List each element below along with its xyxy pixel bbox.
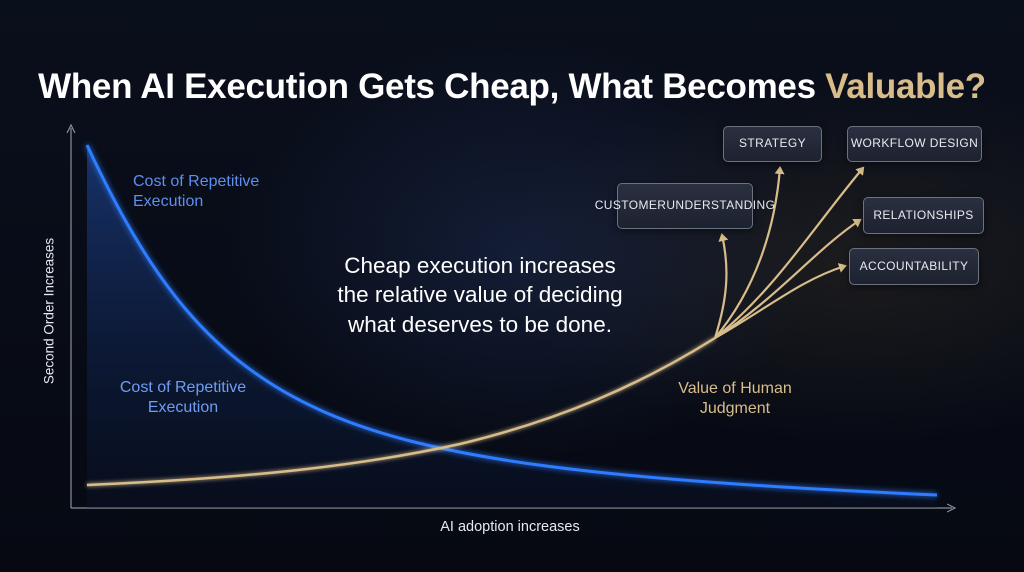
outcome-box-relationships: RELATIONSHIPS <box>863 197 984 234</box>
center-statement: Cheap execution increases the relative v… <box>280 251 680 339</box>
value-curve-label-line2: Judgment <box>699 399 771 417</box>
y-axis-label: Second Order Increases <box>41 237 57 385</box>
outcome-box-customer-understanding: CUSTOMER UNDERSTANDING <box>595 183 775 229</box>
cost-curve-label-bottom: Cost of Repetitive Execution <box>108 378 258 417</box>
cost-curve-area <box>87 145 937 508</box>
outcome-box-strategy: STRATEGY <box>723 126 822 162</box>
cost-curve <box>85 144 938 497</box>
cost-curve-label-bottom-line1: Cost of Repetitive <box>119 379 247 396</box>
title-accent-word: Valuable? <box>825 67 986 107</box>
cost-curve-label-top: Cost of Repetitive Execution <box>133 172 259 211</box>
branch-arrow-relationships <box>714 218 862 339</box>
value-curve-label-line1: Value of Human <box>678 380 792 397</box>
center-statement-line3: what deserves to be done. <box>348 311 612 337</box>
slide-title: When AI Execution Gets Cheap, What Becom… <box>0 67 1024 107</box>
customer-line1: CUSTOMER <box>594 198 667 213</box>
cost-curve-label-top-line1: Cost of Repetitive <box>133 173 260 190</box>
customer-line2: UNDERSTANDING <box>666 198 776 213</box>
x-axis-label: AI adoption increases <box>440 519 580 535</box>
value-curve <box>86 336 716 487</box>
value-curve-label: Value of Human Judgment <box>660 379 810 418</box>
branch-arrow-workflow <box>714 166 865 339</box>
branch-arrow-strategy <box>714 166 785 339</box>
title-prefix: When AI Execution Gets Cheap, What Becom… <box>38 67 826 107</box>
cost-curve-label-top-line2: Execution <box>133 192 204 210</box>
branch-arrow-customer <box>713 233 729 339</box>
outcome-box-workflow-design: WORKFLOW DESIGN <box>847 126 982 162</box>
outcome-box-accountability: ACCOUNTABILITY <box>849 248 979 285</box>
cost-curve-label-bottom-line2: Execution <box>147 398 219 416</box>
center-statement-line1: Cheap execution increases <box>344 253 616 278</box>
center-statement-line2: the relative value of deciding <box>337 282 623 308</box>
branch-arrow-accountability <box>714 263 847 339</box>
